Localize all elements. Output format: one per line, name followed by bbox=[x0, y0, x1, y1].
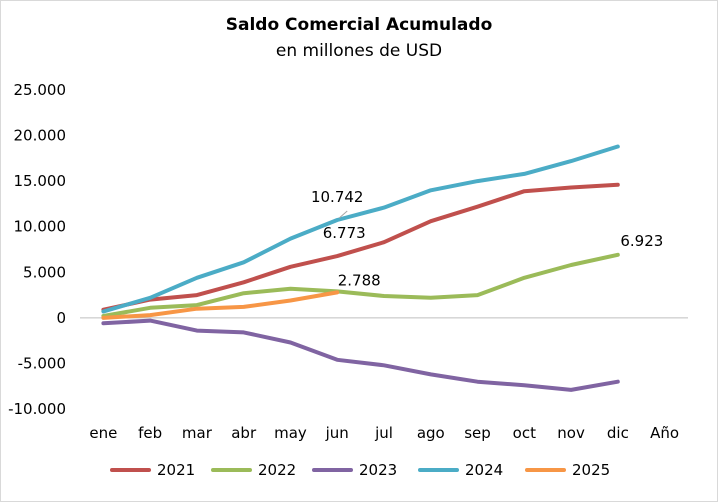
legend-label-2023: 2023 bbox=[359, 461, 397, 479]
series-line-2021 bbox=[101, 182, 620, 312]
data-label-2025: 2.788 bbox=[338, 271, 381, 289]
chart-title: Saldo Comercial Acumulado bbox=[225, 15, 493, 35]
x-tick-label: sep bbox=[464, 424, 491, 442]
annotation-leader bbox=[338, 210, 348, 219]
y-tick-label: -10.000 bbox=[8, 400, 66, 418]
series-line-2023 bbox=[101, 318, 620, 392]
legend-label-2025: 2025 bbox=[572, 461, 610, 479]
x-tick-label: ago bbox=[417, 424, 445, 442]
legend-label-2024: 2024 bbox=[465, 461, 503, 479]
x-tick-label: jun bbox=[325, 424, 349, 442]
y-tick-label: 10.000 bbox=[14, 218, 67, 236]
series-line-2025 bbox=[101, 290, 340, 320]
x-tick-label: abr bbox=[231, 424, 257, 442]
x-tick-label: oct bbox=[513, 424, 536, 442]
data-label-2021: 6.773 bbox=[323, 224, 366, 242]
chart-subtitle: en millones de USD bbox=[275, 41, 443, 61]
y-tick-label: 20.000 bbox=[14, 127, 67, 145]
series-line-2022 bbox=[101, 252, 620, 318]
data-label-2024: 10.742 bbox=[311, 188, 364, 206]
y-tick-label: 15.000 bbox=[14, 172, 67, 190]
y-tick-label: 5.000 bbox=[23, 263, 66, 281]
x-tick-label: mar bbox=[182, 424, 213, 442]
y-tick-label: 0 bbox=[56, 309, 66, 327]
x-tick-label: Año bbox=[650, 424, 679, 442]
legend-label-2022: 2022 bbox=[258, 461, 296, 479]
x-tick-label: dic bbox=[607, 424, 629, 442]
series-line-2024 bbox=[101, 144, 620, 314]
x-tick-label: jul bbox=[374, 424, 393, 442]
x-tick-label: may bbox=[274, 424, 307, 442]
x-tick-label: nov bbox=[557, 424, 585, 442]
x-tick-label: ene bbox=[89, 424, 117, 442]
legend-label-2021: 2021 bbox=[157, 461, 195, 479]
data-label-2022: 6.923 bbox=[620, 232, 663, 250]
y-tick-label: -5.000 bbox=[18, 354, 66, 372]
y-tick-label: 25.000 bbox=[14, 81, 67, 99]
x-tick-label: feb bbox=[138, 424, 162, 442]
